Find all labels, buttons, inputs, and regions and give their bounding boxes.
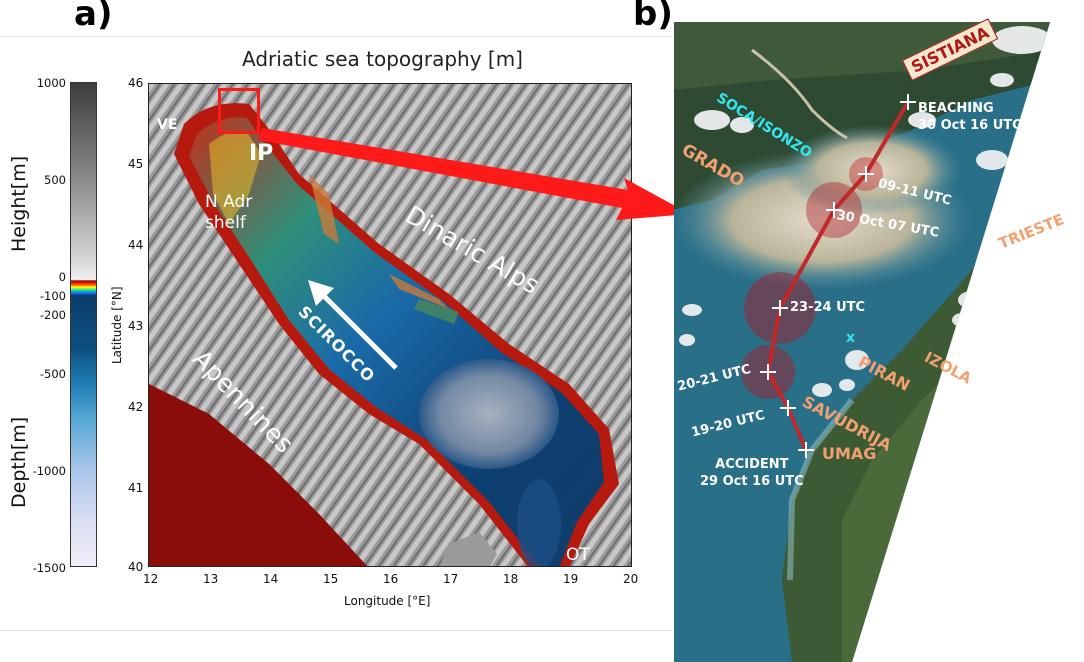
colorbar-tick: 0 [58,270,66,284]
y-tick: 45 [128,157,144,171]
label-ip: IP [249,141,274,166]
x-tick: 19 [563,572,579,586]
connector-arrow-icon [258,128,690,220]
colorbar-tick: 500 [44,173,66,187]
x-tick: 18 [503,572,519,586]
y-tick: 46 [128,76,144,90]
colorbar-tick: -1000 [32,464,66,478]
map-title: Adriatic sea topography [m] [242,47,523,71]
track-label-23-24: 23-24 UTC [790,300,866,315]
topography-map [148,83,632,567]
x-axis-label: Longitude [°E] [344,594,431,608]
zoom-box [218,88,260,134]
scirocco-arrow-icon [308,280,398,370]
colorbar-tick: -200 [39,308,66,322]
x-tick: 17 [443,572,459,586]
track-label-line: 29 Oct 16 UTC [700,474,804,489]
colorbar-tick: -1500 [32,561,66,575]
x-tick: 15 [323,572,339,586]
label-x-marker: x [846,330,856,346]
label-n-adr-shelf: N Adr shelf [205,192,252,234]
track-label-line: BEACHING [918,101,994,116]
label-ve: VE [157,117,178,133]
label-ot: OT [566,545,590,565]
track-label-line: ACCIDENT [715,457,789,472]
x-tick: 14 [263,572,279,586]
depth-axis-label: Depth[m] [8,416,30,508]
y-tick: 40 [128,560,144,574]
track-label-accident: ACCIDENT 29 Oct 16 UTC [700,456,804,490]
x-tick: 13 [203,572,219,586]
divider-top [0,36,672,37]
colorbar-tick: 1000 [36,76,66,90]
y-axis-label: Latitude [°N] [110,286,124,364]
track-label-beaching: BEACHING 30 Oct 16 UTC [918,100,1022,134]
y-tick: 41 [128,481,144,495]
divider-bottom [0,630,672,631]
colorbar-tick: -500 [39,367,66,381]
label-umag: UMAG [822,444,877,463]
x-tick: 16 [383,572,399,586]
colorbar-tick: -100 [39,289,66,303]
colorbar [70,82,97,567]
y-tick: 43 [128,319,144,333]
x-tick: 12 [143,572,159,586]
x-tick: 20 [623,572,639,586]
label-nadr-line2: shelf [205,213,246,233]
panel-b-label: b) [633,0,673,34]
track-label-line: 30 Oct 16 UTC [918,118,1022,133]
label-nadr-line1: N Adr [205,192,253,212]
y-tick: 42 [128,400,144,414]
y-tick: 44 [128,238,144,252]
height-axis-label: Height[m] [8,155,30,252]
panel-a-label: a) [74,0,113,34]
